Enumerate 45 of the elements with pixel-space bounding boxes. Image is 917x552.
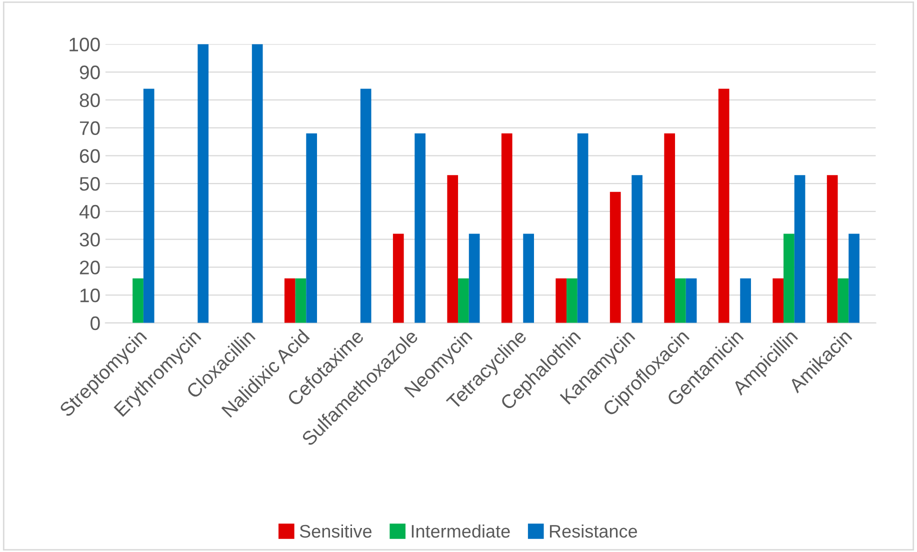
y-tick-label: 50 xyxy=(80,177,100,191)
bar xyxy=(414,133,426,323)
bar xyxy=(447,175,458,323)
bar xyxy=(848,234,860,323)
legend-label: Intermediate xyxy=(412,524,510,538)
y-tick-label: 40 xyxy=(79,204,100,219)
y-tick-label: 100 xyxy=(70,38,100,52)
bar xyxy=(556,278,567,323)
bar xyxy=(295,278,306,323)
bar xyxy=(577,133,588,323)
y-tick-label: 90 xyxy=(80,66,100,80)
bar xyxy=(501,133,512,323)
bar xyxy=(686,278,697,323)
bar xyxy=(664,133,676,323)
bar xyxy=(132,278,144,323)
bar xyxy=(458,278,469,323)
bar xyxy=(794,175,806,323)
bar xyxy=(198,44,209,323)
y-tick-label: 80 xyxy=(80,93,100,108)
bar xyxy=(252,44,263,323)
y-tick-label: 60 xyxy=(80,149,100,163)
legend-label: Resistance xyxy=(550,524,638,538)
bar xyxy=(360,88,372,323)
y-tick-label: 30 xyxy=(80,232,100,247)
bar xyxy=(718,88,730,323)
bar xyxy=(306,133,318,323)
bar xyxy=(523,234,534,323)
y-tick-label: 0 xyxy=(90,316,100,330)
bar xyxy=(826,175,838,323)
bar xyxy=(284,278,296,323)
bar xyxy=(675,278,686,323)
y-tick-label: 20 xyxy=(80,260,100,274)
y-tick-label: 70 xyxy=(80,121,100,136)
legend-label: Sensitive xyxy=(300,524,372,538)
bar xyxy=(772,278,784,323)
bar xyxy=(392,234,404,323)
bar xyxy=(838,278,849,323)
bar xyxy=(566,278,578,323)
bar xyxy=(784,234,794,323)
bar xyxy=(468,234,480,323)
bar xyxy=(740,278,751,323)
bar xyxy=(632,175,642,323)
y-tick-label: 10 xyxy=(80,288,100,302)
bar xyxy=(610,192,621,323)
bar xyxy=(143,88,154,323)
